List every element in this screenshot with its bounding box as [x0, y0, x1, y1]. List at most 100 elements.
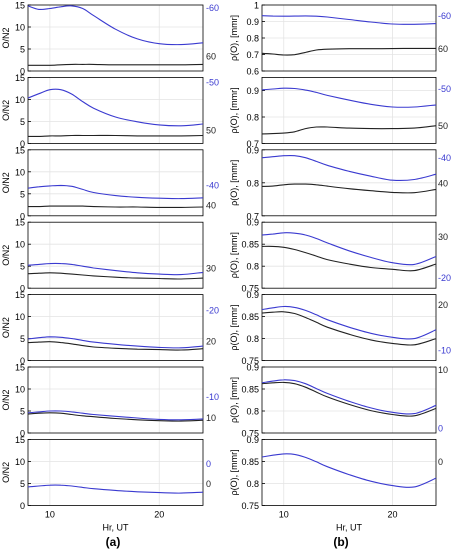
panel-a-2: 0 5 10 15 O/N2 -50 50: [1, 73, 219, 149]
series-line-blue: [261, 232, 437, 266]
right-label-blue: -50: [206, 77, 219, 87]
y-tick-label: 15: [15, 73, 25, 83]
y-tick-label: 0: [20, 67, 25, 77]
y-axis-label: ρ(O), [mmr]: [229, 232, 239, 278]
right-label-black: 30: [438, 232, 448, 242]
right-label-blue: -40: [206, 181, 219, 191]
series-line-blue: [27, 336, 204, 349]
y-axis-label: ρ(O), [mmr]: [229, 160, 239, 206]
panel-a-5: 0 5 10 15 O/N2 -20 20: [1, 290, 219, 366]
series-line-black: [27, 272, 204, 280]
y-tick-label: 5: [20, 334, 25, 344]
y-tick-label: 0: [20, 284, 25, 294]
y-tick-label: 0.9: [246, 17, 259, 27]
x-tick-label: 10: [45, 509, 55, 519]
y-tick-label: 0: [20, 501, 25, 511]
right-label-black: 60: [438, 44, 448, 54]
right-label-blue: -20: [438, 273, 451, 283]
y-tick-label: 15: [15, 290, 25, 300]
y-tick-label: 0.75: [241, 501, 259, 511]
y-tick-label: 0.7: [246, 50, 259, 60]
panel-a-7: 0 5 10 15 O/N2 0 0 10 20 Hr, UT: [1, 435, 211, 533]
series-line-blue: [261, 154, 437, 182]
series-line-blue: [27, 262, 204, 276]
series-line-black: [27, 341, 204, 351]
series-line-blue: [261, 15, 437, 25]
y-axis-label: O/N2: [1, 100, 11, 121]
y-tick-label: 15: [15, 145, 25, 155]
y-tick-label: 5: [20, 262, 25, 272]
right-label-black: 0: [206, 479, 211, 489]
panel-b-1: 0.6 0.7 0.8 0.9 1 ρ(O), [mmr] -60 60: [229, 1, 451, 77]
y-tick-label: 5: [20, 189, 25, 199]
right-label-black: 30: [206, 263, 216, 273]
y-tick-label: 10: [15, 95, 25, 105]
plot-frame: [27, 294, 204, 362]
y-tick-label: 0.9: [246, 435, 259, 445]
y-axis-label: O/N2: [1, 389, 11, 410]
y-tick-label: 10: [15, 457, 25, 467]
series-line-black: [261, 47, 436, 56]
right-label-black: 60: [206, 52, 216, 62]
right-label-black: 20: [206, 336, 216, 346]
y-tick-label: 0: [20, 139, 25, 149]
right-label-blue: -20: [206, 306, 219, 316]
x-tick-label: 20: [387, 509, 397, 519]
panel-a-1: 0 5 10 15 O/N2 -60 60: [1, 1, 219, 77]
series-line-blue: [27, 88, 204, 127]
series-line-black: [28, 63, 204, 66]
y-tick-label: 0.8: [246, 178, 259, 188]
y-tick-label: 0.85: [241, 385, 259, 395]
right-label-black: 10: [206, 413, 216, 423]
series-line-black: [28, 205, 204, 209]
series-line-blue: [261, 379, 437, 415]
y-tick-label: 0.7: [246, 211, 259, 221]
y-axis-label: O/N2: [1, 172, 11, 193]
y-tick-label: 10: [15, 385, 25, 395]
y-axis-label: ρ(O), [mmr]: [229, 15, 239, 61]
y-tick-label: 0.85: [241, 240, 259, 250]
plot-frame: [27, 438, 204, 506]
right-label-black: 40: [438, 179, 448, 189]
right-label-black: 40: [206, 200, 216, 210]
panel-a-4: 0 5 10 15 O/N2 30: [1, 218, 216, 294]
y-axis-label: ρ(O), [mmr]: [229, 377, 239, 423]
y-tick-label: 0.9: [246, 86, 259, 96]
panel-b-7: 0.75 0.8 0.85 0.9 ρ(O), [mmr] 0 10 20 Hr, UT: [229, 435, 443, 533]
series-line-blue: [261, 87, 437, 108]
y-tick-label: 0: [20, 211, 25, 221]
panel-b-6: 0.75 0.8 0.85 0.9 ρ(O), [mmr] 0 10: [229, 363, 448, 439]
panel-group-a: 051015O/N2-6060051015O/N2-5050051015O/N2…: [1, 1, 219, 533]
y-tick-label: 5: [20, 45, 25, 55]
y-tick-label: 0.9: [246, 218, 259, 228]
plot-frame: [261, 366, 437, 434]
right-label-black: 50: [438, 121, 448, 131]
panel-b-2: 0.7 0.8 0.9 ρ(O), [mmr] -50 50: [229, 77, 451, 149]
panel-b-5: 0.75 0.8 0.85 0.9 ρ(O), [mmr] -10 20: [229, 290, 451, 366]
y-tick-label: 10: [15, 23, 25, 33]
y-tick-label: 5: [20, 407, 25, 417]
y-axis-label: ρ(O), [mmr]: [229, 305, 239, 351]
right-label-blue: 0: [438, 424, 443, 434]
series-line-black: [261, 245, 437, 272]
x-axis-label: Hr, UT: [103, 522, 130, 532]
right-label-black: 20: [438, 300, 448, 310]
series-line-blue: [27, 5, 204, 46]
x-axis-label: Hr, UT: [336, 522, 363, 532]
y-tick-label: 0.8: [246, 113, 259, 123]
series-line-blue: [27, 184, 204, 200]
y-axis-label: ρ(O), [mmr]: [229, 449, 239, 495]
plot-frame: [261, 221, 437, 289]
right-label-blue: -60: [438, 11, 451, 21]
series-line-black: [261, 311, 437, 346]
y-tick-label: 15: [15, 1, 25, 11]
y-tick-label: 0: [20, 356, 25, 366]
y-tick-label: 0.85: [241, 457, 259, 467]
y-tick-label: 15: [15, 218, 25, 228]
y-axis-label: O/N2: [1, 317, 11, 338]
x-tick-label: 20: [154, 509, 164, 519]
y-tick-label: 5: [20, 117, 25, 127]
panel-b-4: 0.75 0.8 0.85 0.9 ρ(O), [mmr] -20 30: [229, 218, 451, 294]
y-tick-label: 1: [254, 1, 259, 11]
series-line-blue: [261, 453, 437, 488]
